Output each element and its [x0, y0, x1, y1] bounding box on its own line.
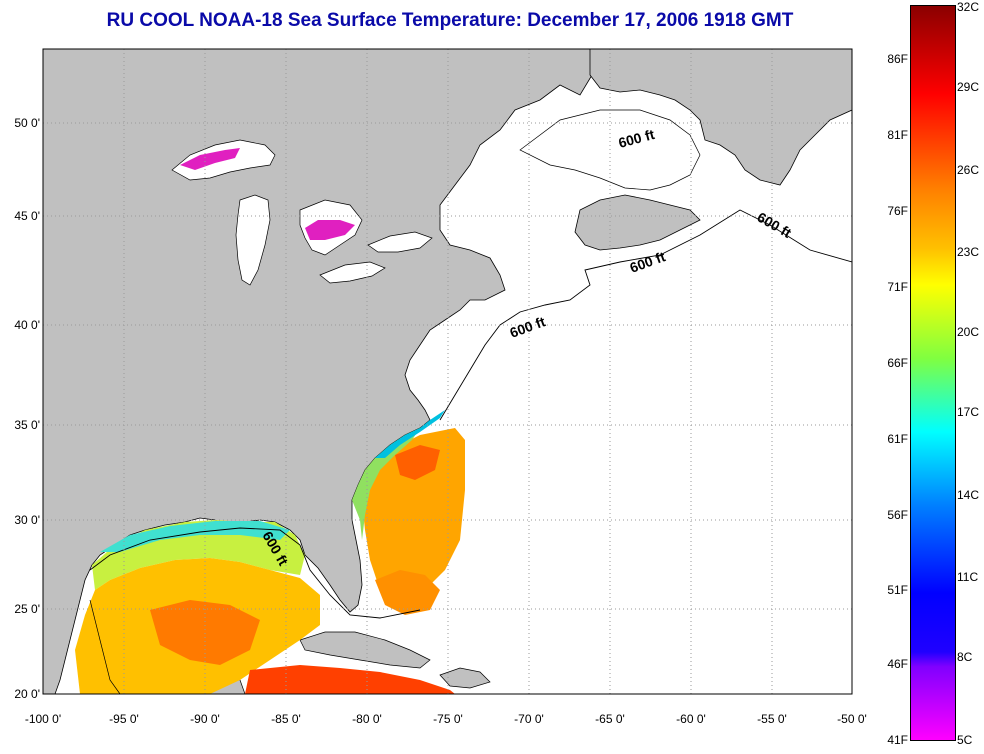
lon-tick-label: -50 0' [837, 712, 867, 726]
colorbar-f-label: 76F [887, 204, 908, 218]
map-frame [42, 48, 853, 695]
lon-tick-label: -90 0' [190, 712, 220, 726]
lat-lon-grid [43, 49, 852, 694]
lake-ontario [367, 231, 433, 253]
lon-tick-label: -65 0' [595, 712, 625, 726]
colorbar-c-label: 32C [957, 0, 980, 14]
lake-michigan [235, 194, 271, 286]
sst-caribbean-hot [245, 665, 455, 694]
sst-lake-huron-cold [305, 220, 355, 240]
colorbar-f-label: 51F [887, 583, 908, 597]
land-cuba [299, 631, 431, 669]
sst-bahamas [375, 570, 440, 615]
land-maritimes [589, 49, 852, 186]
lat-tick-label: 35 0' [14, 418, 40, 432]
colorbar-c-label: 17C [957, 405, 980, 419]
lon-tick-label: -80 0' [352, 712, 382, 726]
colorbar-c-label: 23C [957, 245, 980, 259]
lon-tick-label: -100 0' [24, 712, 62, 726]
lon-tick-label: -85 0' [271, 712, 301, 726]
temperature-colorbar [910, 5, 956, 741]
lon-tick-label: -70 0' [514, 712, 544, 726]
lat-tick-label: 25 0' [14, 602, 40, 616]
isobath-600ft-gom-deep [89, 599, 121, 694]
land-nova-scotia [574, 194, 701, 251]
colorbar-f-label: 56F [887, 508, 908, 522]
colorbar-c-label: 29C [957, 80, 980, 94]
lon-tick-label: -75 0' [433, 712, 463, 726]
colorbar-f-label: 81F [887, 128, 908, 142]
lat-tick-label: 45 0' [14, 209, 40, 223]
lat-tick-label: 50 0' [14, 116, 40, 130]
colorbar-c-label: 20C [957, 325, 980, 339]
lat-tick-label: 40 0' [14, 318, 40, 332]
sst-gulfstream-hot [395, 445, 440, 480]
sst-atlantic-warm [362, 428, 465, 600]
lake-erie [319, 261, 386, 284]
sst-gulf-cyan-edge [100, 521, 290, 552]
colorbar-c-label: 5C [957, 733, 973, 747]
sst-carolina-cyan [375, 410, 445, 458]
colorbar-c-label: 14C [957, 488, 980, 502]
lon-tick-label: -60 0' [676, 712, 706, 726]
map-title: RU COOL NOAA-18 Sea Surface Temperature:… [106, 10, 794, 31]
sst-lake-superior-cold [180, 148, 240, 170]
isobath-600ft-gulf [89, 527, 421, 619]
sst-gulf-hot [150, 600, 260, 665]
colorbar-c-label: 26C [957, 163, 980, 177]
lon-tick-label: -55 0' [757, 712, 787, 726]
colorbar-f-label: 41F [887, 733, 908, 747]
lat-tick-label: 30 0' [14, 513, 40, 527]
colorbar-c-label: 11C [957, 570, 979, 584]
isobath-600ft-atlantic [439, 209, 852, 421]
lon-tick-label: -95 0' [109, 712, 139, 726]
colorbar-f-label: 46F [887, 657, 908, 671]
colorbar-f-label: 66F [887, 356, 908, 370]
colorbar-f-label: 71F [887, 280, 908, 294]
colorbar-f-label: 61F [887, 432, 908, 446]
lat-tick-label: 20 0' [14, 687, 40, 701]
colorbar-c-label: 8C [957, 650, 973, 664]
land-hispaniola [439, 667, 491, 689]
colorbar-f-label: 86F [887, 52, 908, 66]
